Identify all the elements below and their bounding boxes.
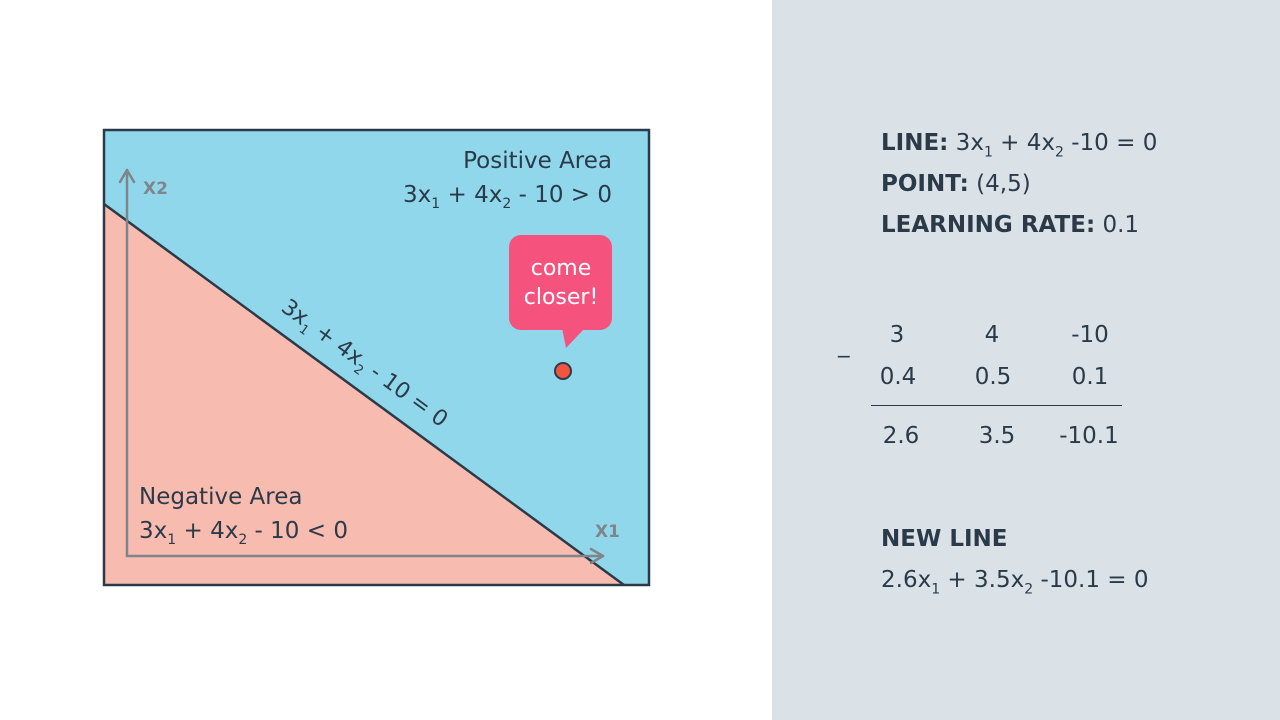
negative-area-inequality: 3x1 + 4x2 - 10 < 0 (139, 518, 348, 548)
point-label: POINT: (881, 171, 969, 197)
perceptron-diagram: X2 X1 Positive Area 3x1 + 4x2 - 10 > 0 N… (102, 128, 651, 587)
new-line-eq-sub2: 2 (1024, 581, 1034, 598)
point-value: (4,5) (968, 171, 1031, 197)
calc-result-col2: 3.5 (978, 423, 1016, 449)
speech-bubble-line-1: come (531, 256, 592, 281)
calc-row1-col2: 4 (984, 322, 1000, 348)
calc-row1-col3: -10 (1071, 322, 1109, 348)
calculation-panel (772, 0, 1280, 720)
calc-row1-col1: 3 (889, 322, 905, 348)
minus-sign: _ (838, 332, 850, 358)
calc-row2-col1: 0.4 (879, 364, 917, 390)
line-eq-b: + 4x (992, 130, 1055, 156)
line-label: LINE: (881, 130, 949, 156)
learning-rate-value: 0.1 (1095, 212, 1140, 238)
negative-area-title: Negative Area (139, 484, 302, 510)
new-line-eq-sub1: 1 (931, 581, 941, 598)
positive-area-title: Positive Area (463, 148, 612, 174)
calc-result-col3: -10.1 (1059, 423, 1119, 449)
decision-boundary-line (103, 202, 625, 587)
calc-divider (871, 405, 1122, 406)
x-axis-arrow-icon (589, 547, 605, 565)
new-line-equation: 2.6x1 + 3.5x2 -10.1 = 0 (881, 567, 1149, 597)
line-eq-c: -10 = 0 (1063, 130, 1158, 156)
new-line-eq-a: 2.6x (881, 567, 932, 593)
new-line-label: NEW LINE (881, 526, 1008, 552)
learning-rate-label: LEARNING RATE: (881, 212, 1096, 238)
plot-frame (102, 128, 651, 587)
line-eq-sub2: 2 (1055, 144, 1064, 161)
calc-row2-col2: 0.5 (974, 364, 1012, 390)
new-line-eq-c: -10.1 = 0 (1033, 567, 1149, 593)
y-axis-label: X2 (143, 179, 168, 199)
speech-bubble-body (509, 235, 612, 330)
new-line-eq-b: + 3.5x (940, 567, 1025, 593)
point-row: POINT: (4,5) (881, 171, 1031, 197)
line-eq-a: 3x (948, 130, 984, 156)
point-marker (554, 362, 572, 380)
calc-row2-col3: 0.1 (1071, 364, 1109, 390)
line-equation: LINE: 3x1 + 4x2 -10 = 0 (881, 130, 1157, 160)
positive-area-inequality: 3x1 + 4x2 - 10 > 0 (403, 182, 612, 212)
line-eq-sub1: 1 (983, 144, 993, 161)
learning-rate-row: LEARNING RATE: 0.1 (881, 212, 1139, 238)
axes (118, 168, 605, 565)
speech-bubble-line-2: closer! (524, 285, 599, 310)
y-axis-arrow-icon (118, 168, 136, 184)
x-axis-label: X1 (595, 522, 620, 542)
speech-bubble-tail-icon (562, 328, 585, 348)
speech-bubble: come closer! (509, 235, 612, 348)
calc-result-col1: 2.6 (882, 423, 920, 449)
